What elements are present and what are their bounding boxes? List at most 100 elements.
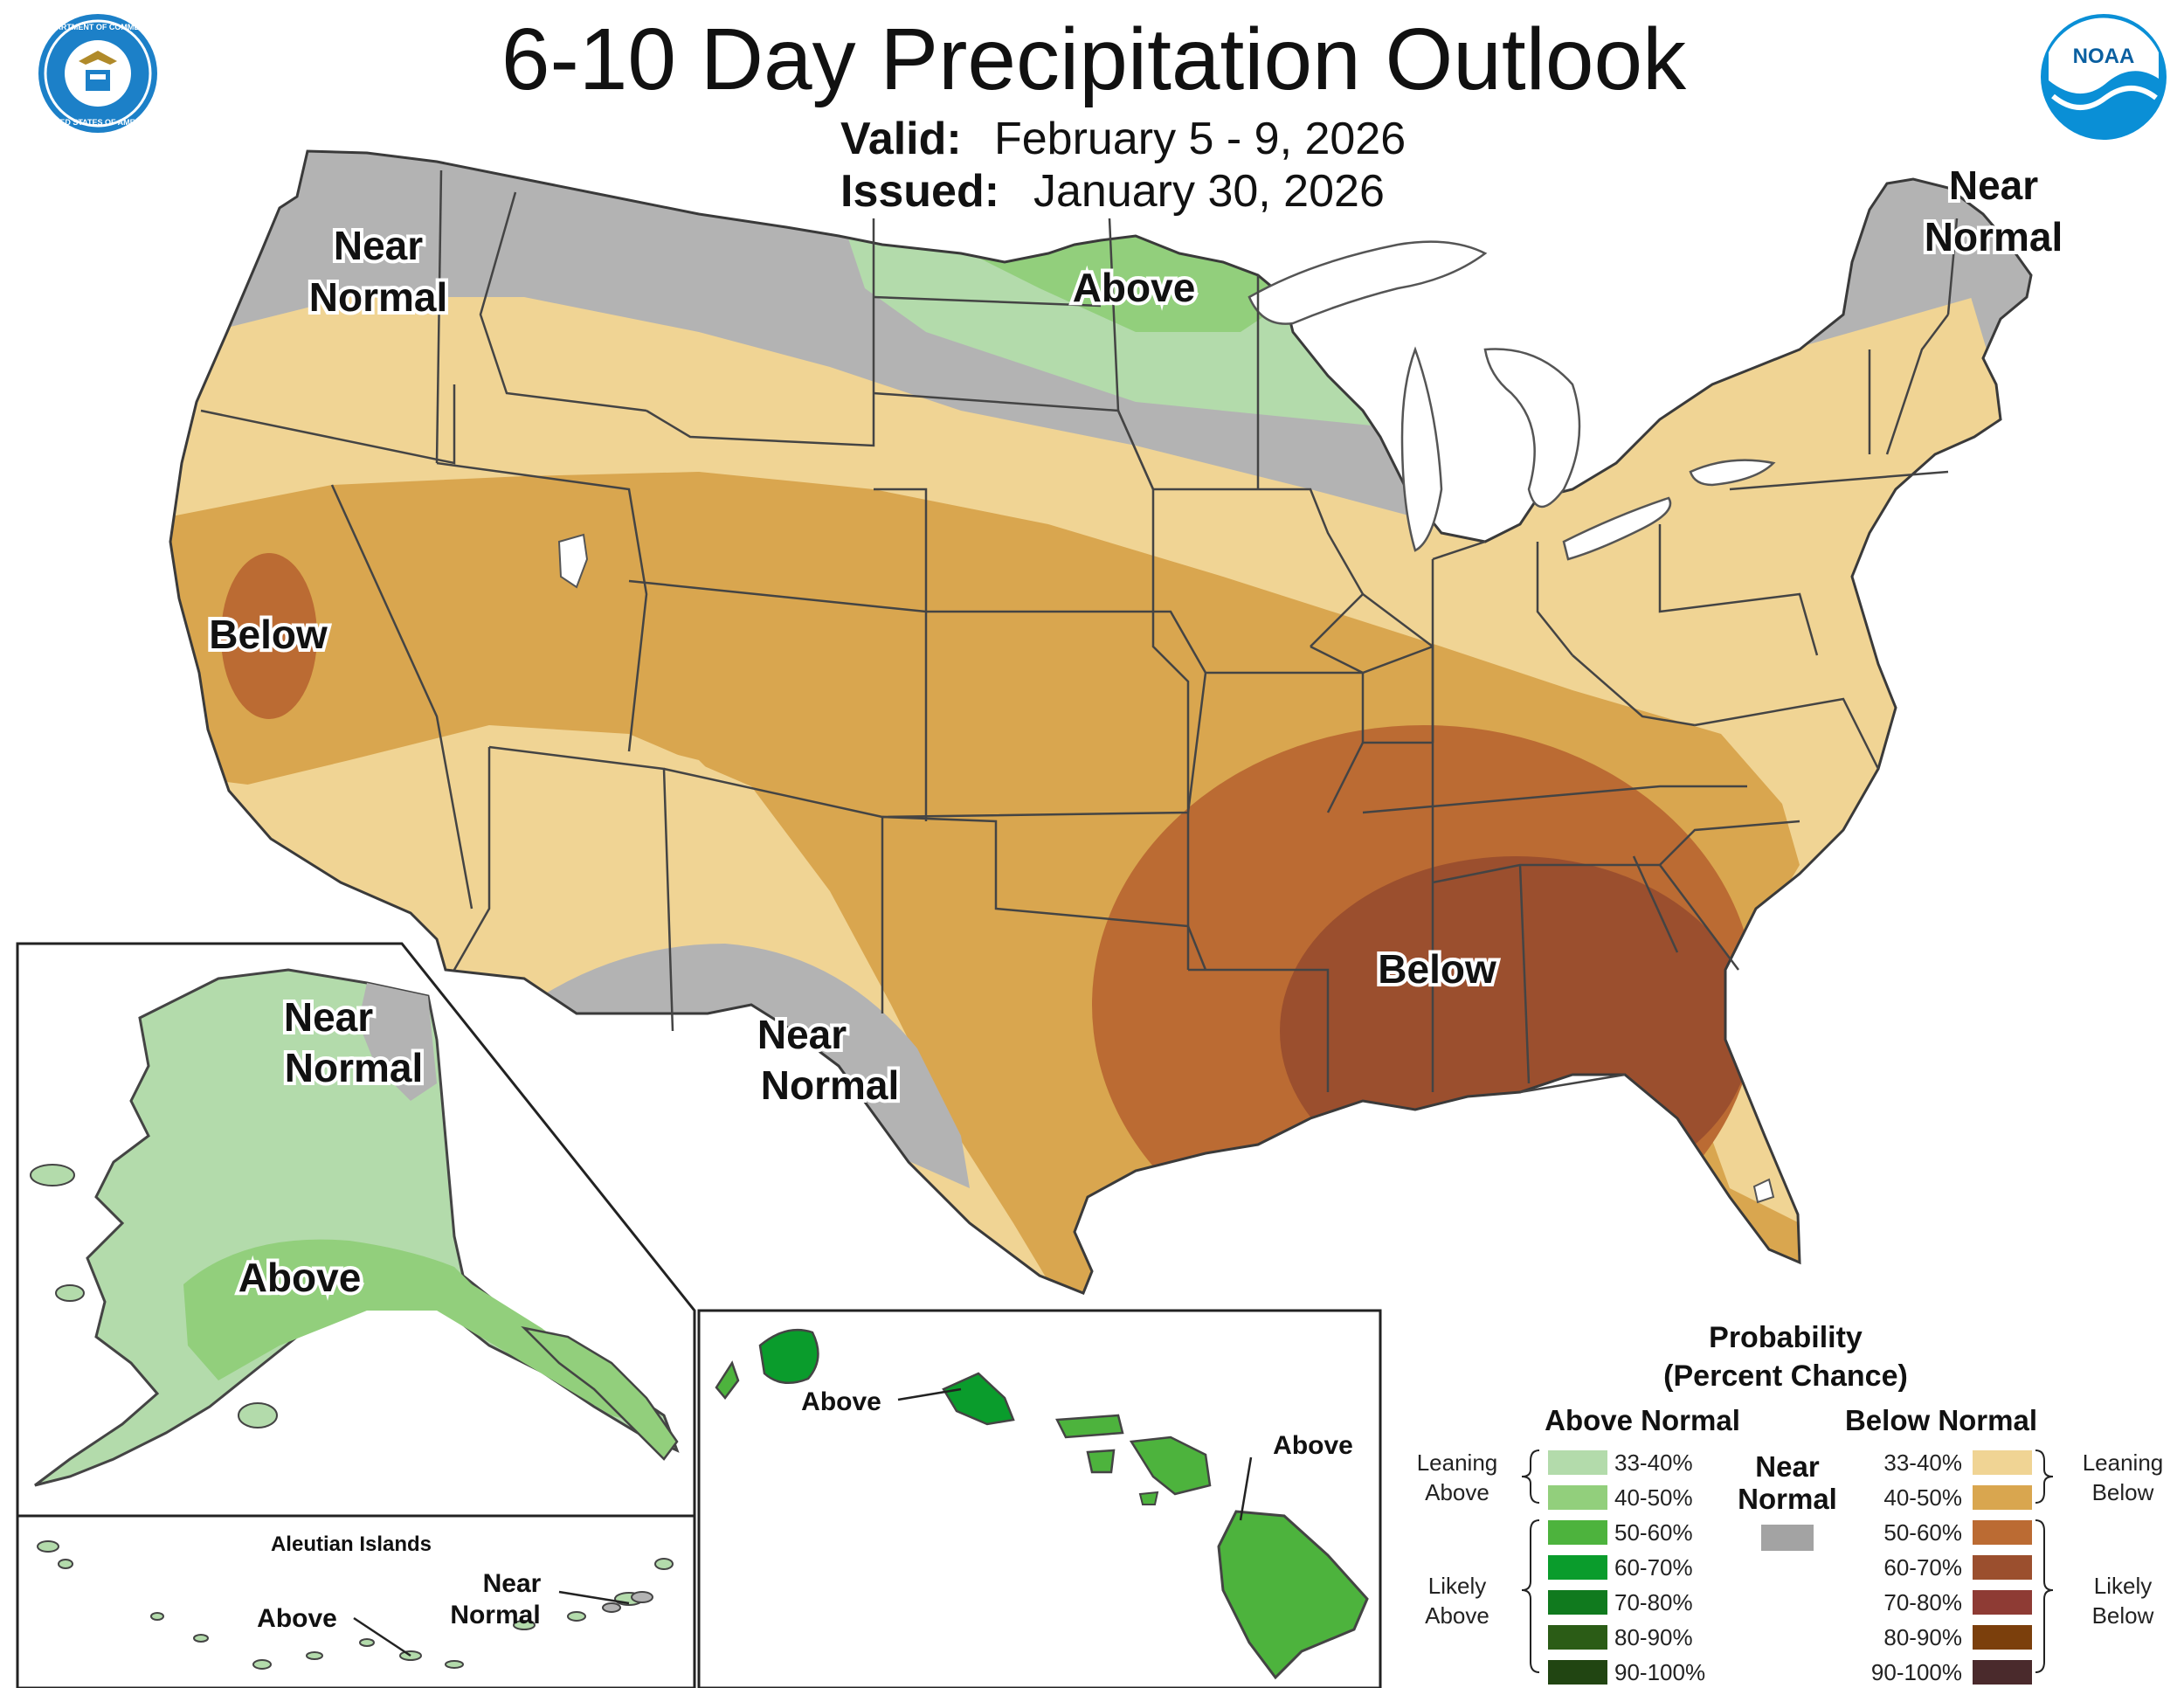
above-swatch-4 bbox=[1548, 1555, 1607, 1580]
legend-likely-above-2: Above bbox=[1425, 1602, 1489, 1629]
label-above-north-central: Above bbox=[1073, 265, 1196, 310]
lake-erie bbox=[1562, 496, 1672, 561]
kodiak-island bbox=[238, 1402, 278, 1429]
below-swatch-6 bbox=[1973, 1625, 2032, 1650]
label-below-california: Below bbox=[209, 612, 328, 657]
aleutian-label-above: Above bbox=[257, 1604, 337, 1633]
legend-likely-below-2: Below bbox=[2092, 1602, 2154, 1629]
legend-near-header-1: Near bbox=[1755, 1450, 1820, 1483]
aleutian-label-near-2: Normal bbox=[450, 1601, 540, 1629]
lake-huron bbox=[1483, 348, 1581, 508]
legend-below-items: 33-40% 40-50% 50-60% 60-70% 70-80% 80-90% 90-1… bbox=[1871, 1449, 2032, 1685]
above-label-5: 70-80% bbox=[1614, 1589, 1693, 1615]
aleutian-pointer-above bbox=[353, 1616, 411, 1657]
above-label-2: 40-50% bbox=[1614, 1484, 1693, 1511]
label-near-normal-northeast-1: Near bbox=[1949, 163, 2038, 208]
page-title: 6-10 Day Precipitation Outlook bbox=[501, 10, 1687, 108]
kauai-island bbox=[758, 1328, 819, 1385]
below-label-3: 50-60% bbox=[1883, 1519, 1962, 1546]
legend-likely-below-1: Likely bbox=[2094, 1573, 2152, 1599]
legend-near-header-2: Normal bbox=[1738, 1483, 1837, 1515]
big-island bbox=[1217, 1510, 1369, 1680]
below-label-1: 33-40% bbox=[1883, 1449, 1962, 1476]
above-label-3: 50-60% bbox=[1614, 1519, 1693, 1546]
label-near-normal-northeast-2: Normal bbox=[1925, 214, 2063, 259]
alaska-zone-near bbox=[358, 983, 437, 1101]
zone-below-strong-california bbox=[221, 553, 317, 719]
above-swatch-7 bbox=[1548, 1660, 1607, 1685]
state-boundaries bbox=[200, 169, 1959, 1094]
legend-above-items: 33-40% 40-50% 50-60% 60-70% 70-80% 80-90% 90-1… bbox=[1548, 1449, 1705, 1685]
above-label-6: 80-90% bbox=[1614, 1624, 1693, 1650]
noaa-logo-text: NOAA bbox=[2073, 45, 2135, 68]
legend-likely-above-1: Likely bbox=[1428, 1573, 1486, 1599]
above-swatch-6 bbox=[1548, 1625, 1607, 1650]
aleutian-inset: Aleutian Islands Above Near Normal bbox=[16, 1514, 696, 1688]
brace-likely-above bbox=[1521, 1519, 1540, 1673]
above-label-7: 90-100% bbox=[1614, 1659, 1705, 1685]
below-swatch-3 bbox=[1973, 1520, 2032, 1545]
label-below-southeast: Below bbox=[1378, 946, 1496, 992]
zone-below-very-strong-gulf bbox=[1280, 856, 1752, 1206]
valid-date: February 5 - 9, 2026 bbox=[994, 114, 1406, 164]
hawaii-label-above-east: Above bbox=[1273, 1431, 1353, 1460]
aleutian-label-near-1: Near bbox=[483, 1569, 542, 1598]
maui-island bbox=[1129, 1435, 1212, 1496]
lanai-island bbox=[1086, 1449, 1116, 1474]
legend-leaning-below-2: Below bbox=[2092, 1479, 2154, 1505]
niihau-island bbox=[715, 1360, 740, 1401]
aleutian-title: Aleutian Islands bbox=[271, 1532, 432, 1556]
brace-leaning-below bbox=[2035, 1449, 2054, 1504]
above-label-4: 60-70% bbox=[1614, 1554, 1693, 1581]
lake-superior bbox=[1248, 240, 1488, 325]
below-swatch-2 bbox=[1973, 1485, 2032, 1510]
legend-above-header: Above Normal bbox=[1545, 1404, 1740, 1436]
label-near-normal-northwest-1: Near bbox=[334, 223, 423, 268]
legend-near-swatch bbox=[1761, 1525, 1814, 1551]
aleutian-near-islands bbox=[602, 1591, 653, 1613]
legend-title-line1: Probability bbox=[1709, 1321, 1863, 1354]
below-swatch-4 bbox=[1973, 1555, 2032, 1580]
below-label-4: 60-70% bbox=[1883, 1554, 1962, 1581]
aleutian-pointer-near bbox=[558, 1590, 630, 1605]
below-label-7: 90-100% bbox=[1871, 1659, 1962, 1685]
label-near-normal-northwest-2: Normal bbox=[309, 274, 447, 320]
below-label-6: 80-90% bbox=[1883, 1624, 1962, 1650]
lake-okeechobee bbox=[1752, 1178, 1775, 1204]
legend: Probability (Percent Chance) Above Norma… bbox=[1417, 1321, 2164, 1685]
legend-leaning-above-2: Above bbox=[1425, 1479, 1489, 1505]
st-lawrence-island bbox=[30, 1164, 75, 1186]
alaska-inset: Near Normal Above bbox=[16, 942, 696, 1518]
below-swatch-7 bbox=[1973, 1660, 2032, 1685]
aleutian-inset-border bbox=[16, 1514, 696, 1688]
seal-bottom-text: UNITED STATES OF AMERICA bbox=[41, 118, 155, 127]
commerce-seal-logo: DEPARTMENT OF COMMERCE UNITED STATES OF … bbox=[38, 14, 157, 133]
above-label-1: 33-40% bbox=[1614, 1449, 1693, 1476]
nunivak-island bbox=[55, 1284, 85, 1302]
issued-date: January 30, 2026 bbox=[1033, 166, 1385, 217]
lake-ontario bbox=[1689, 459, 1776, 487]
issued-label: Issued: bbox=[840, 166, 999, 217]
hawaii-pointer-east bbox=[1239, 1456, 1253, 1521]
below-label-5: 70-80% bbox=[1883, 1589, 1962, 1615]
legend-leaning-above-1: Leaning bbox=[1417, 1449, 1498, 1476]
legend-title-line2: (Percent Chance) bbox=[1663, 1359, 1908, 1393]
hawaii-pointer-west bbox=[897, 1387, 962, 1401]
below-label-2: 40-50% bbox=[1883, 1484, 1962, 1511]
above-swatch-2 bbox=[1548, 1485, 1607, 1510]
kahoolawe-island bbox=[1138, 1491, 1159, 1505]
hawaii-label-above-west: Above bbox=[801, 1387, 881, 1416]
alaska-panhandle bbox=[521, 1325, 679, 1461]
brace-leaning-above bbox=[1521, 1449, 1540, 1504]
lake-michigan bbox=[1400, 346, 1443, 552]
hawaii-inset: Above Above bbox=[697, 1309, 1382, 1688]
molokai-island bbox=[1055, 1414, 1124, 1439]
legend-leaning-below-1: Leaning bbox=[2083, 1449, 2164, 1476]
great-salt-lake bbox=[557, 533, 589, 589]
alaska-label-near-2: Normal bbox=[285, 1045, 423, 1090]
seal-top-text: DEPARTMENT OF COMMERCE bbox=[40, 23, 156, 31]
alaska-zone-above bbox=[183, 1239, 673, 1433]
legend-below-header: Below Normal bbox=[1845, 1404, 2037, 1436]
noaa-logo: NOAA bbox=[2041, 14, 2167, 140]
